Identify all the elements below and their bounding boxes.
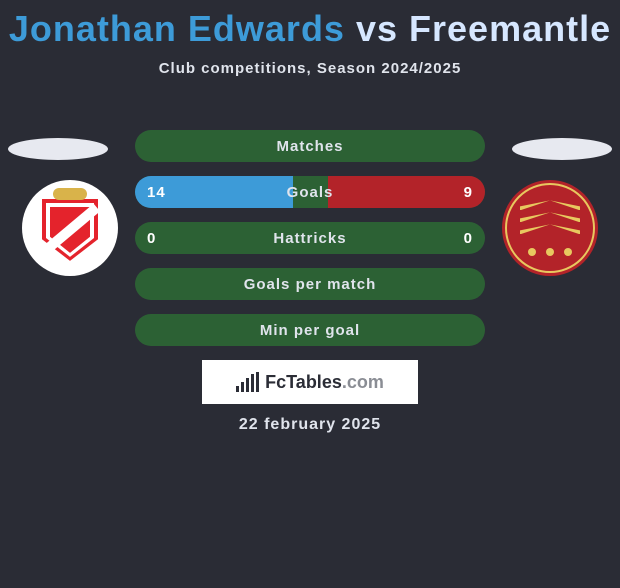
page-title: Jonathan Edwards vs Freemantle <box>0 8 620 50</box>
stat-row: Min per goal <box>135 314 485 346</box>
player-1-name: Jonathan Edwards <box>9 8 345 49</box>
logo-text: FcTables.com <box>265 372 384 393</box>
stat-label: Goals <box>287 184 334 201</box>
player-2-name: Freemantle <box>409 8 611 49</box>
stat-row: Matches <box>135 130 485 162</box>
bar-chart-icon <box>236 372 259 392</box>
subtitle: Club competitions, Season 2024/2025 <box>0 60 620 77</box>
stat-label: Matches <box>276 138 343 155</box>
stat-value-right: 0 <box>464 230 473 247</box>
stat-row: 14 9 Goals <box>135 176 485 208</box>
logo-text-main: FcTables <box>265 372 342 392</box>
stat-label: Hattricks <box>273 230 346 247</box>
club-crest-left <box>22 180 118 276</box>
platform-right <box>512 138 612 160</box>
stat-fill-right <box>328 176 486 208</box>
stat-row: Goals per match <box>135 268 485 300</box>
stat-label: Min per goal <box>260 322 360 339</box>
fctables-logo: FcTables.com <box>202 360 418 404</box>
stat-row: 0 0 Hattricks <box>135 222 485 254</box>
vs-separator: vs <box>356 8 398 49</box>
date-label: 22 february 2025 <box>0 416 620 434</box>
club-crest-right <box>502 180 598 276</box>
stat-value-left: 14 <box>147 184 166 201</box>
stat-label: Goals per match <box>244 276 377 293</box>
logo-text-suffix: .com <box>342 372 384 392</box>
stat-value-left: 0 <box>147 230 156 247</box>
stat-value-right: 9 <box>464 184 473 201</box>
platform-left <box>8 138 108 160</box>
stat-rows: Matches 14 9 Goals 0 0 Hattricks Goals per matc… <box>135 130 485 346</box>
